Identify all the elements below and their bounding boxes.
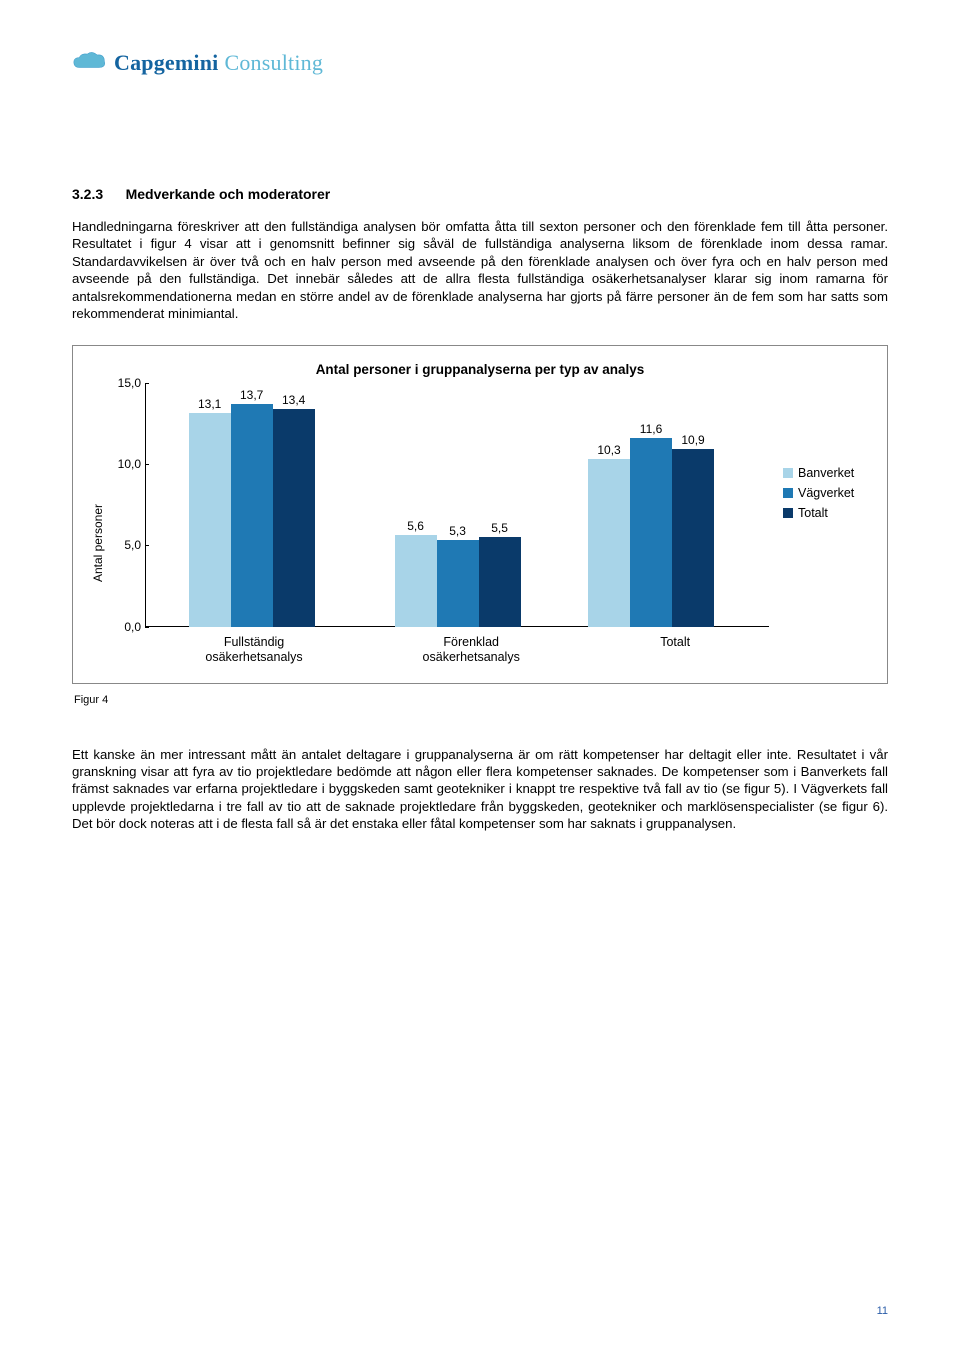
chart-bar: 13,4	[273, 393, 315, 627]
y-tick-label: 10,0	[118, 457, 141, 471]
chart-bar-rect	[630, 438, 672, 627]
legend-swatch	[783, 468, 793, 478]
chart-bar-value: 5,5	[491, 521, 508, 535]
chart-bar-value: 10,9	[681, 433, 704, 447]
chart-bar-group: 10,3 11,6 10,9	[588, 422, 714, 627]
legend-item: Vägverket	[783, 486, 869, 500]
paragraph-2: Ett kanske än mer intressant mått än ant…	[72, 746, 888, 833]
chart-legend: Banverket Vägverket Totalt	[769, 383, 869, 523]
legend-label: Totalt	[798, 506, 828, 520]
logo-text-capgemini: Capgemini	[114, 50, 218, 76]
chart-bar: 5,5	[479, 521, 521, 626]
chart-bar: 5,3	[437, 524, 479, 626]
chart-bar: 13,1	[189, 397, 231, 626]
chart-bar: 11,6	[630, 422, 672, 627]
chart-bar-value: 5,6	[407, 519, 424, 533]
legend-label: Banverket	[798, 466, 854, 480]
chart-container: Antal personer i gruppanalyserna per typ…	[72, 345, 888, 684]
chart-bar-rect	[672, 449, 714, 626]
section-number: 3.2.3	[72, 186, 103, 202]
x-axis-category-label: Förenkladosäkerhetsanalys	[408, 635, 534, 666]
section-heading: 3.2.3 Medverkande och moderatorer	[72, 186, 888, 204]
chart-bar: 5,6	[395, 519, 437, 626]
legend-swatch	[783, 508, 793, 518]
x-axis-category-label: Fullständigosäkerhetsanalys	[191, 635, 317, 666]
chart-bar-rect	[231, 404, 273, 627]
chart-bar: 10,9	[672, 433, 714, 626]
chart-bar-value: 13,4	[282, 393, 305, 407]
chart-bar-value: 13,1	[198, 397, 221, 411]
chart-bar-rect	[189, 413, 231, 626]
chart-bar-group: 13,1 13,7 13,4	[189, 388, 315, 627]
section-title: Medverkande och moderatorer	[126, 186, 331, 202]
page-number: 11	[877, 1305, 888, 1317]
chart-bar-value: 5,3	[449, 524, 466, 538]
chart-bar-value: 10,3	[597, 443, 620, 457]
brand-logo: Capgemini Consulting	[72, 50, 888, 76]
legend-swatch	[783, 488, 793, 498]
chart-plot-area: 15,010,05,00,0 13,113,713,45,65,35,510,3…	[111, 383, 769, 627]
chart-x-labels: Fullständigosäkerhetsanalys Förenkladosäk…	[111, 627, 769, 673]
chart-bars-region: 13,1 13,7 13,4 5,6 5,3 5,5 10,3 11,6 10,9	[145, 383, 769, 627]
chart-y-ticks: 15,010,05,00,0	[111, 383, 145, 627]
y-tick-label: 5,0	[124, 538, 141, 552]
logo-text-consulting: Consulting	[224, 50, 323, 76]
logo-cloud-icon	[72, 51, 108, 75]
x-axis-category-label: Totalt	[612, 635, 738, 651]
chart-bar-rect	[437, 540, 479, 626]
document-page: Capgemini Consulting 3.2.3 Medverkande o…	[0, 0, 960, 1345]
chart-bar-value: 11,6	[640, 422, 662, 436]
chart-bar-rect	[395, 535, 437, 626]
chart-y-axis-label: Antal personer	[91, 474, 105, 582]
paragraph-1: Handledningarna föreskriver att den full…	[72, 218, 888, 323]
legend-item: Totalt	[783, 506, 869, 520]
chart-bar-rect	[479, 537, 521, 626]
chart-bar-rect	[273, 409, 315, 627]
chart-bar-rect	[588, 459, 630, 627]
legend-item: Banverket	[783, 466, 869, 480]
figure-caption: Figur 4	[74, 694, 888, 706]
chart-bar-group: 5,6 5,3 5,5	[395, 519, 521, 626]
chart-bar: 10,3	[588, 443, 630, 627]
legend-label: Vägverket	[798, 486, 854, 500]
y-tick-label: 15,0	[118, 376, 141, 390]
chart-title: Antal personer i gruppanalyserna per typ…	[91, 362, 869, 377]
chart-bar-value: 13,7	[240, 388, 263, 402]
chart-bar: 13,7	[231, 388, 273, 627]
